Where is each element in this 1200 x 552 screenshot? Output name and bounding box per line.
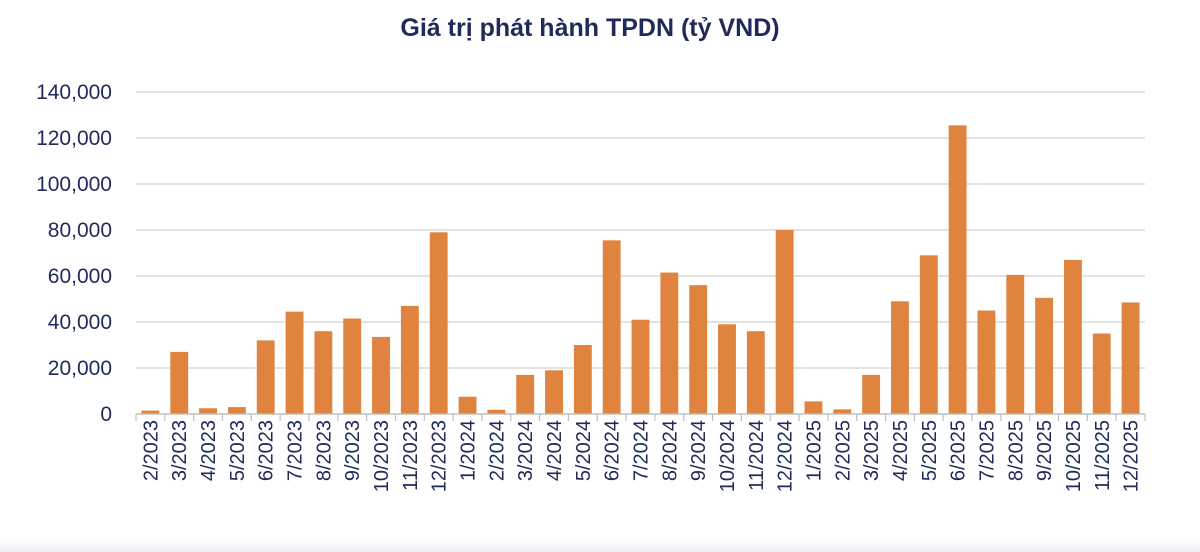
bar (487, 409, 506, 414)
bar (285, 311, 304, 414)
x-tick-label: 11/2024 (746, 420, 768, 491)
bar (199, 408, 218, 414)
x-tick-label: 1/2025 (803, 420, 825, 481)
x-tick-label: 8/2025 (1005, 420, 1027, 481)
chart-title: Giá trị phát hành TPDN (tỷ VND) (400, 14, 780, 42)
x-tick-label: 12/2025 (1121, 420, 1143, 492)
bar (775, 230, 794, 414)
bar (602, 240, 621, 414)
x-tick-label: 7/2025 (976, 420, 998, 481)
x-tick-label: 4/2023 (198, 420, 220, 481)
x-tick-label: 10/2025 (1063, 420, 1085, 492)
bar (833, 409, 852, 414)
x-tick-label: 11/2023 (400, 420, 422, 491)
y-tick-label: 60,000 (48, 265, 112, 288)
x-tick-label: 4/2024 (544, 420, 566, 481)
x-tick-label: 6/2024 (602, 420, 624, 481)
bar (141, 410, 160, 414)
x-tick-label: 11/2025 (1092, 420, 1114, 491)
bar (804, 401, 823, 414)
bar (891, 301, 909, 414)
bar (545, 370, 563, 414)
bar (1006, 274, 1025, 414)
x-tick-label: 6/2023 (256, 420, 278, 481)
x-tick-label: 1/2024 (458, 420, 480, 481)
bars (141, 125, 1140, 414)
x-tick-label: 2/2023 (140, 420, 162, 481)
bar (1063, 259, 1082, 414)
x-tick-label: 12/2023 (429, 420, 451, 492)
x-tick-label: 9/2023 (342, 420, 364, 481)
bar (516, 374, 535, 414)
bar (1121, 302, 1140, 414)
x-tick-label: 6/2025 (948, 420, 970, 481)
bar (256, 340, 275, 414)
bar (862, 374, 881, 414)
x-tick-label: 5/2023 (227, 420, 249, 481)
y-tick-label: 100,000 (36, 173, 112, 196)
bar (919, 255, 938, 414)
x-tick-label: 2/2024 (486, 420, 508, 481)
x-tick-label: 8/2024 (659, 420, 681, 481)
x-tick-label: 10/2024 (717, 420, 739, 492)
bar (631, 319, 650, 414)
y-axis: 0 20,000 40,000 60,000 80,000 100,000 120,000 1… (36, 81, 112, 426)
y-tick-label: 20,000 (48, 357, 112, 380)
bar (977, 310, 996, 414)
y-tick-label: 40,000 (48, 311, 112, 334)
bar (746, 331, 765, 414)
y-tick-label: 140,000 (36, 81, 112, 104)
x-tick-label: 7/2024 (631, 420, 653, 481)
x-tick-label: 7/2023 (285, 420, 307, 481)
x-tick-label: 8/2023 (313, 420, 335, 481)
x-tick-label: 3/2024 (515, 420, 537, 481)
x-tick-label: 2/2025 (832, 420, 854, 481)
bar (400, 305, 419, 414)
bar (314, 331, 333, 414)
bottom-shadow (0, 538, 1200, 552)
x-tick-label: 9/2025 (1034, 420, 1056, 481)
bar (948, 125, 967, 414)
x-tick-label: 10/2023 (371, 420, 393, 492)
bar (689, 285, 708, 414)
bar (372, 336, 390, 414)
bar (227, 407, 246, 414)
x-tick-label: 5/2024 (573, 420, 595, 481)
x-tick-label: 9/2024 (688, 420, 710, 481)
y-tick-label: 80,000 (48, 219, 112, 242)
bar (429, 232, 448, 414)
x-axis: 2/2023 3/2023 4/2023 5/2023 6/2023 7/2023 8/20… (135, 413, 1146, 492)
bar (343, 318, 362, 414)
bar (1035, 297, 1054, 414)
bar (660, 272, 679, 414)
x-tick-label: 3/2025 (861, 420, 883, 481)
y-tick-label: 120,000 (36, 127, 112, 150)
bar (573, 345, 592, 414)
x-tick-label: 4/2025 (890, 420, 912, 481)
bar (1092, 333, 1111, 414)
x-tick-label: 5/2025 (919, 420, 941, 481)
x-tick-label: 12/2024 (775, 420, 797, 492)
bar (170, 351, 189, 414)
y-tick-label: 0 (100, 403, 112, 426)
bar (458, 396, 477, 414)
bar (718, 324, 736, 414)
x-tick-label: 3/2023 (169, 420, 191, 481)
